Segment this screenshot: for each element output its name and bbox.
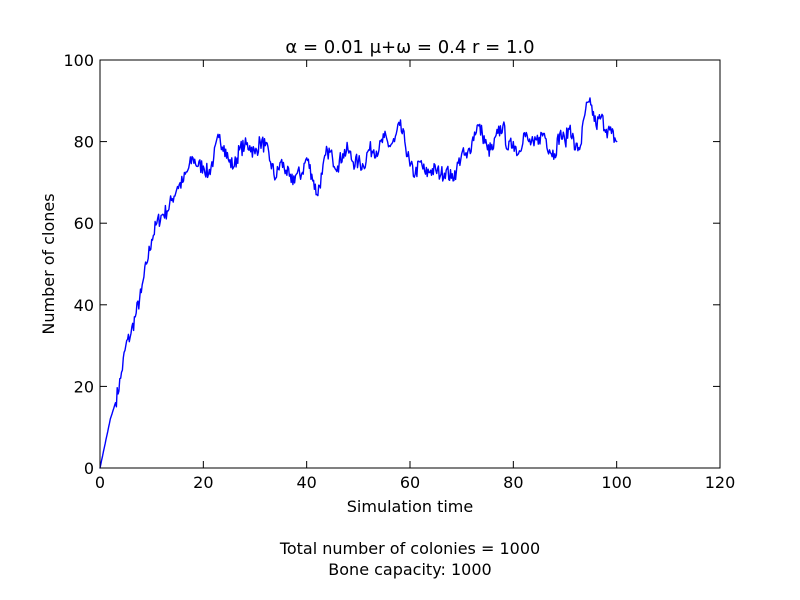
y-tick-label: 80 bbox=[74, 133, 94, 152]
x-tick-label: 100 bbox=[601, 473, 632, 492]
chart-title: α = 0.01 μ+ω = 0.4 r = 1.0 bbox=[285, 37, 534, 58]
plot-frame bbox=[99, 59, 721, 469]
capacity-note: Bone capacity: 1000 bbox=[328, 560, 491, 579]
x-tick-label: 0 bbox=[95, 473, 105, 492]
x-tick-label: 40 bbox=[296, 473, 316, 492]
y-axis-ticks: 0 20 40 60 80 100 bbox=[63, 51, 720, 478]
y-tick-label: 20 bbox=[74, 377, 94, 396]
plot-area bbox=[99, 59, 721, 469]
x-tick-label: 20 bbox=[193, 473, 213, 492]
x-tick-label: 120 bbox=[705, 473, 736, 492]
x-tick-label: 80 bbox=[503, 473, 523, 492]
colonies-note: Total number of colonies = 1000 bbox=[279, 539, 540, 558]
x-axis-ticks: 0 20 40 60 80 100 120 bbox=[95, 60, 735, 492]
x-axis-label: Simulation time bbox=[347, 497, 473, 516]
series-line bbox=[99, 97, 618, 469]
y-tick-label: 40 bbox=[74, 296, 94, 315]
y-axis-label: Number of clones bbox=[39, 193, 58, 334]
y-tick-label: 100 bbox=[63, 51, 94, 70]
x-tick-label: 60 bbox=[400, 473, 420, 492]
y-tick-label: 0 bbox=[84, 459, 94, 478]
y-tick-label: 60 bbox=[74, 214, 94, 233]
